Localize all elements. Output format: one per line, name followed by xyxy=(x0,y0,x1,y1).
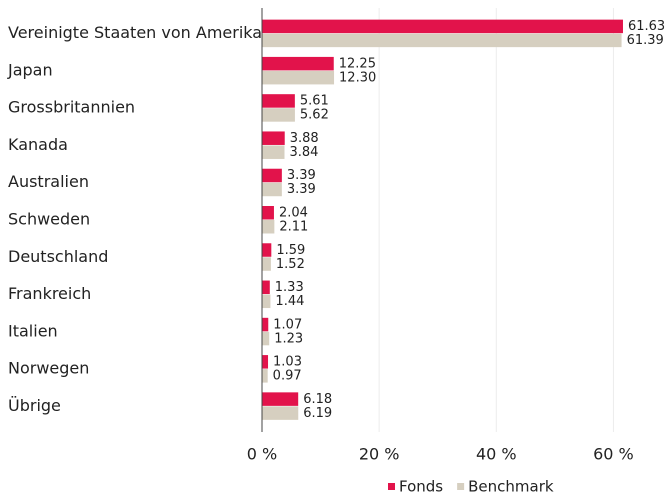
category-label: Frankreich xyxy=(8,284,91,303)
legend-label: Benchmark xyxy=(468,478,554,496)
value-label: 12.25 xyxy=(339,56,376,71)
category-label: Kanada xyxy=(8,135,68,154)
bar xyxy=(262,257,271,271)
category-label: Japan xyxy=(7,60,53,79)
bar xyxy=(262,33,622,48)
value-label: 6.18 xyxy=(303,392,332,407)
value-label: 3.39 xyxy=(287,182,316,197)
value-label: 1.52 xyxy=(276,257,305,272)
category-label: Deutschland xyxy=(8,247,108,266)
bar xyxy=(262,131,285,145)
category-label: Vereinigte Staaten von Amerika xyxy=(8,23,262,42)
value-label: 1.59 xyxy=(276,243,305,258)
x-tick-label: 20 % xyxy=(359,445,400,464)
value-label: 5.61 xyxy=(300,94,329,109)
category-label: Schweden xyxy=(8,210,90,229)
bar xyxy=(262,294,271,309)
value-label: 61.39 xyxy=(627,33,664,48)
category-label: Italien xyxy=(8,321,58,340)
legend-swatch xyxy=(388,483,395,490)
value-label: 2.11 xyxy=(279,220,308,235)
bar xyxy=(262,206,274,220)
value-label: 6.19 xyxy=(303,406,332,421)
value-label: 1.33 xyxy=(275,280,304,295)
value-label: 5.62 xyxy=(300,108,329,123)
bar xyxy=(262,331,270,346)
bar xyxy=(262,243,272,257)
value-label: 1.23 xyxy=(274,331,303,346)
value-label: 61.63 xyxy=(628,19,665,34)
value-label: 3.88 xyxy=(290,131,319,146)
bar xyxy=(262,392,299,406)
bar xyxy=(262,369,268,383)
bar xyxy=(262,94,295,108)
bar xyxy=(262,19,623,34)
bar xyxy=(262,70,335,85)
value-label: 2.04 xyxy=(279,206,308,221)
category-label: Grossbritannien xyxy=(8,98,135,117)
value-label: 0.97 xyxy=(273,369,302,384)
value-label: 12.30 xyxy=(339,70,376,85)
category-label: Australien xyxy=(8,172,89,191)
category-label: Übrige xyxy=(8,396,61,415)
x-tick-label: 60 % xyxy=(593,445,634,464)
bar xyxy=(262,317,269,332)
legend-label: Fonds xyxy=(399,478,443,496)
x-tick-label: 0 % xyxy=(247,445,277,464)
bar xyxy=(262,182,282,197)
bar xyxy=(262,145,285,159)
x-tick-label: 40 % xyxy=(476,445,517,464)
bar xyxy=(262,220,275,234)
bar xyxy=(262,355,269,369)
bar xyxy=(262,168,282,183)
bar xyxy=(262,406,299,420)
bar xyxy=(262,280,270,295)
value-label: 1.07 xyxy=(273,317,302,332)
legend-swatch xyxy=(457,483,465,490)
value-label: 3.84 xyxy=(289,145,318,160)
value-label: 1.03 xyxy=(273,355,302,370)
value-label: 1.44 xyxy=(275,294,304,309)
bar xyxy=(262,56,334,71)
bar xyxy=(262,108,295,122)
value-label: 3.39 xyxy=(287,168,316,183)
category-label: Norwegen xyxy=(8,359,89,378)
